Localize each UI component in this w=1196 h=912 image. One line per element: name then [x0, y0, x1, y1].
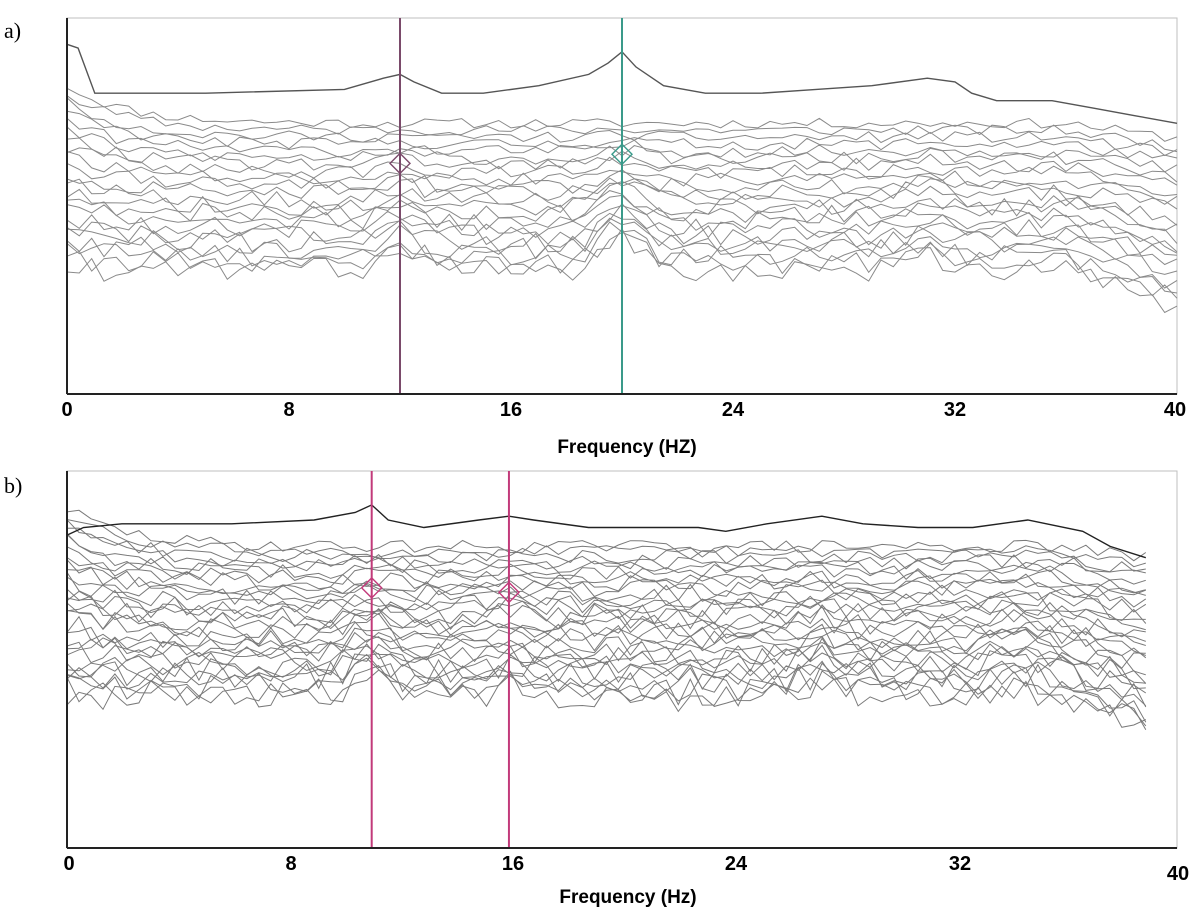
panel-b-spectrum-trace: [66, 669, 1147, 728]
panel-a-tick-40: 40: [1164, 399, 1186, 421]
panel-b-spectrum-trace: [66, 664, 1147, 731]
panel-a-tick-8: 8: [283, 399, 294, 421]
panel-b-spectrum-trace: [66, 623, 1146, 676]
panel-b-spectrum-trace: [66, 590, 1146, 638]
panel-b-spectrum-trace: [66, 572, 1146, 621]
panel-b-spectrum-trace: [66, 588, 1146, 631]
panel-a-marker-group: [389, 18, 633, 394]
panel-a-tick-16: 16: [500, 399, 522, 421]
panel-b-spectrum-trace: [66, 576, 1147, 624]
panel-b-spectrum-trace: [66, 635, 1146, 690]
panel-b-spectrum-trace: [66, 519, 1146, 573]
panel-b-spectrum-trace: [66, 595, 1146, 646]
panel-b-tick-0: 0: [63, 853, 74, 875]
panel-a-x-tick-labels: 0 8 16 24 32 40: [61, 399, 1186, 421]
panel-b-tick-24: 24: [725, 853, 748, 875]
panel-b-envelope-line: [66, 504, 1147, 559]
panel-a-tick-24: 24: [722, 399, 745, 421]
panel-b-x-tick-labels: 0 8 16 24 32 40: [63, 853, 1189, 885]
panel-b-spectrum-trace: [66, 509, 1147, 562]
panel-a-envelope-line: [66, 43, 1178, 124]
panel-b-spectrum-trace: [66, 557, 1146, 598]
panel-b-tick-16: 16: [502, 853, 524, 875]
panel-b-spectrum-trace: [66, 519, 1146, 568]
panel-b-x-axis-label: Frequency (Hz): [559, 887, 696, 908]
panel-b-label: b): [4, 473, 22, 498]
panel-b-spectrum-trace: [66, 615, 1146, 669]
panel-b-tick-32: 32: [949, 853, 971, 875]
panel-a-marker-diamond-1: [389, 152, 411, 175]
panel-a-x-axis-label: Frequency (HZ): [557, 437, 696, 458]
panel-b-tick-40: 40: [1167, 863, 1189, 885]
panel-b-tick-8: 8: [285, 853, 296, 875]
panel-b-spectrum-trace: [66, 533, 1146, 594]
panel-b-spectrum-trace: [66, 657, 1147, 727]
panel-b-spectrum-trace: [66, 546, 1146, 596]
panel-a-label: a): [4, 18, 21, 43]
panel-b-marker-diamond-2: [497, 581, 520, 604]
panel-a-tick-32: 32: [944, 399, 966, 421]
panel-a-tick-0: 0: [61, 399, 72, 421]
panel-b-spectrum-trace: [66, 603, 1146, 642]
panel-b-series-group: [66, 504, 1147, 731]
panel-b-spectrum-trace: [66, 534, 1146, 585]
panel-b-marker-diamond-1: [360, 576, 383, 599]
panel-b: b) 0 8 16 24 32 40 Frequency (Hz): [4, 470, 1189, 908]
panel-b-marker-group: [360, 471, 520, 848]
panel-b-spectrum-trace: [66, 631, 1147, 684]
panel-a: a) 0 8 16 24 32 40 Frequency (HZ): [4, 17, 1186, 458]
panel-a-marker-diamond-2: [611, 143, 633, 166]
panel-b-spectrum-trace: [66, 652, 1147, 707]
panel-b-spectrum-trace: [66, 559, 1147, 608]
